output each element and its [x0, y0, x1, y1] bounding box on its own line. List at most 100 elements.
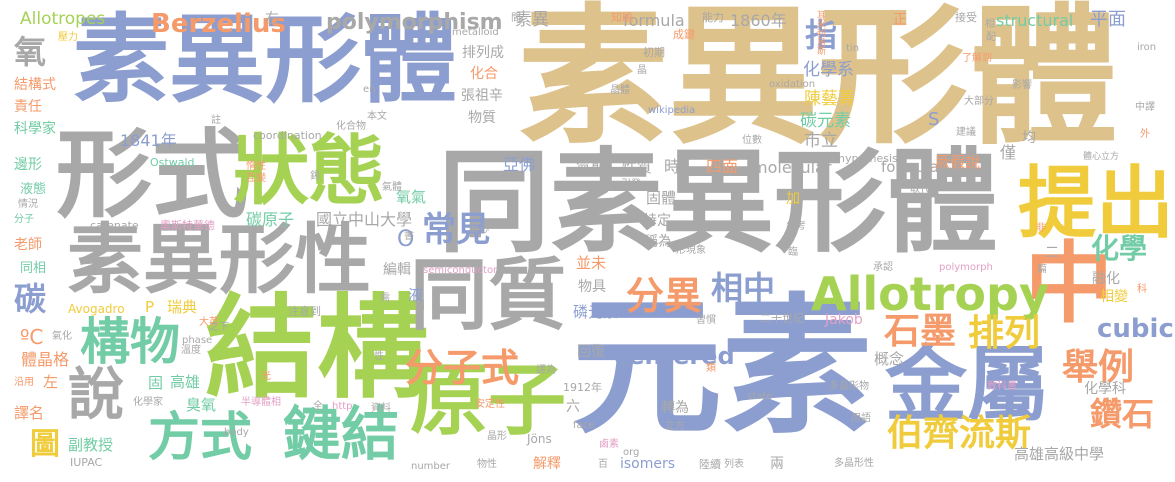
word: 譯名 — [14, 404, 45, 422]
word: O — [397, 227, 415, 252]
word: 國立中山大學 — [316, 210, 413, 229]
word: 相變 — [1100, 289, 1128, 305]
word: 市立 — [804, 131, 838, 151]
word: 排列成 — [462, 45, 504, 61]
word: 性 — [374, 351, 384, 362]
word: 了解到 — [962, 53, 992, 64]
word: 僅 — [1000, 143, 1017, 162]
word: 亞佛 — [503, 155, 536, 174]
word: http — [332, 401, 353, 412]
word: wikipedia — [648, 105, 696, 116]
word: 相中 — [711, 269, 776, 307]
word: formulae — [881, 158, 949, 176]
word: polymorph — [939, 262, 993, 273]
word: 厥假說 — [935, 153, 981, 171]
word: 大部分 — [964, 96, 994, 107]
word: 液 — [408, 286, 424, 304]
word: structural — [996, 11, 1074, 30]
word: 錫 — [310, 171, 320, 182]
word: 高雄 — [170, 373, 201, 391]
word: 形現象 — [676, 245, 706, 256]
word: 融化 — [1092, 271, 1120, 287]
word: 分子 — [14, 214, 34, 225]
word: 配 — [986, 32, 996, 43]
word: 1912年 — [563, 381, 602, 394]
word: 二 — [1045, 245, 1059, 261]
word: 氣態 — [576, 158, 607, 176]
word: 時 — [664, 157, 681, 176]
word: S — [928, 109, 940, 130]
word: 中譯 — [1135, 102, 1155, 113]
word: 兩 — [770, 456, 784, 472]
word: 並未 — [576, 254, 607, 272]
word: 伯齊流斯 — [887, 413, 1032, 454]
word: 說 — [68, 363, 124, 428]
word: semiconductor — [423, 265, 498, 276]
word: 化學科 — [1084, 381, 1126, 397]
word: 接受 — [955, 11, 977, 24]
word: org — [623, 447, 640, 458]
word: molecular — [752, 158, 832, 177]
word: 陳藝菁 — [804, 89, 855, 109]
word: 物具 — [578, 279, 606, 295]
word: catenate — [90, 219, 139, 232]
word: 需 — [380, 293, 390, 304]
word: 分異 — [626, 274, 703, 318]
word: 晶體 — [610, 85, 630, 96]
word: 結構式 — [14, 77, 56, 93]
word: 特定 — [643, 213, 671, 229]
word: 全 — [313, 401, 323, 412]
word: 位數 — [742, 135, 762, 146]
word: 素異形體 — [518, 0, 1119, 165]
word: 碳 — [14, 280, 47, 318]
word: 性質 — [622, 158, 653, 176]
word: 臨 — [788, 247, 798, 258]
word: 情況 — [18, 199, 38, 210]
word: 化學系 — [803, 60, 854, 80]
word: 磷元素 — [573, 303, 619, 321]
word: Ostwald — [150, 156, 195, 169]
word: 物質 — [468, 110, 496, 126]
word: 高雄高級中學 — [1014, 445, 1105, 463]
word: 惰性 — [246, 161, 266, 172]
word: 稱為 — [644, 234, 672, 250]
word: Jöns — [527, 432, 552, 446]
word: 體晶格 — [21, 350, 70, 369]
word: 化合物 — [336, 121, 366, 132]
word: 多晶形性 — [834, 458, 874, 469]
word: 1841年 — [120, 131, 177, 150]
word: 原子 — [410, 356, 567, 446]
word: state — [747, 391, 773, 402]
word: 化合 — [470, 66, 498, 82]
word: 碳原子 — [246, 210, 295, 229]
word: 光 — [261, 371, 271, 382]
word: 概念 — [874, 350, 905, 368]
word: 左 — [43, 373, 59, 391]
word: 注意到 — [288, 305, 321, 318]
word: 鍵結 — [283, 400, 400, 468]
word: 液態 — [20, 182, 47, 197]
word: 構物 — [80, 313, 180, 371]
word: Allotropes — [20, 9, 106, 29]
word: 副教授 — [68, 436, 114, 454]
word: face — [573, 420, 595, 431]
word: 習慣 — [696, 315, 716, 326]
word: 方式 — [148, 408, 253, 468]
word: 素異形性 — [67, 215, 371, 304]
word: 狀態 — [233, 126, 385, 215]
word: P — [145, 298, 155, 316]
word: Jakob — [825, 312, 863, 328]
word: 大英 — [199, 317, 219, 328]
word: polymorphism — [326, 10, 503, 35]
word: 平面 — [1090, 9, 1126, 30]
word: 科 — [1137, 284, 1147, 295]
word: 金屬 — [885, 338, 1050, 433]
word: 瑞典 — [167, 298, 198, 316]
word: 氧氣 — [396, 188, 427, 206]
word: 書 — [404, 231, 414, 242]
word: 氣化 — [52, 331, 72, 342]
word: 非 — [1036, 223, 1046, 234]
word: 半導體相 — [241, 397, 281, 408]
word: wiki — [581, 183, 601, 194]
